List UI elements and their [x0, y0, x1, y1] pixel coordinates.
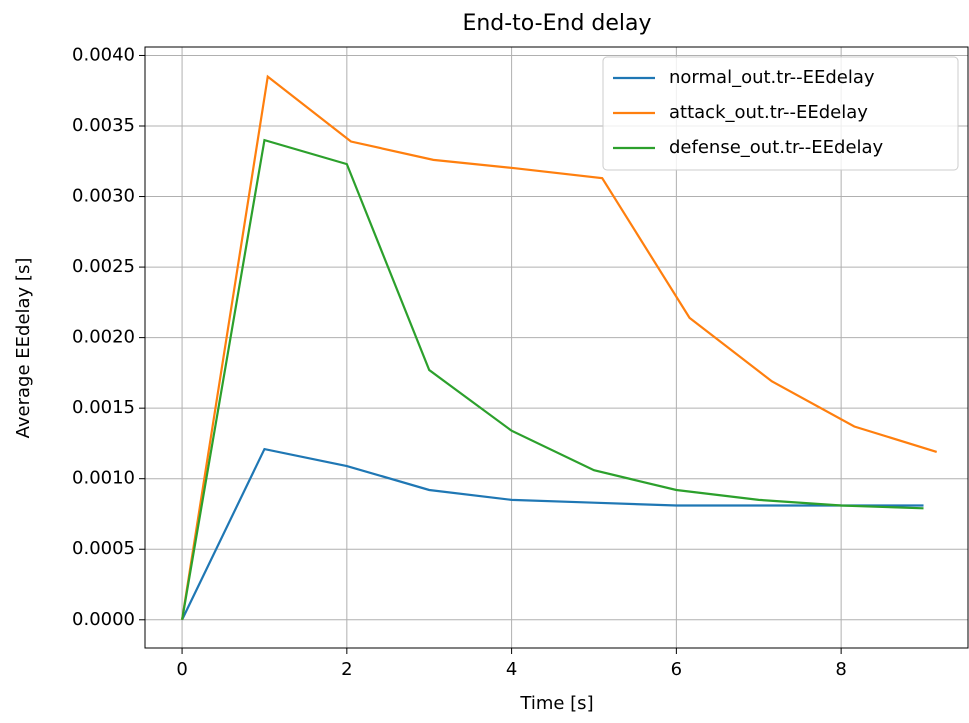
x-axis-label: Time [s]: [519, 693, 593, 714]
line-series: [181, 447, 924, 621]
y-tick-label: 0.0010: [72, 468, 135, 489]
line-series: [180, 138, 924, 620]
x-tick-label: 4: [506, 659, 517, 680]
y-tick-label: 0.0005: [72, 538, 135, 559]
x-tick-label: 2: [341, 659, 352, 680]
y-axis-label: Average EEdelay [s]: [13, 258, 34, 439]
legend-label: normal_out.tr--EEdelay: [669, 67, 875, 88]
legend-label: attack_out.tr--EEdelay: [669, 102, 868, 123]
x-tick-label: 8: [835, 659, 846, 680]
x-tick-label: 6: [671, 659, 682, 680]
y-tick-label: 0.0020: [72, 327, 135, 348]
y-tick-label: 0.0015: [72, 397, 135, 418]
y-tick-label: 0.0025: [72, 256, 135, 277]
plot-frame: [144, 46, 969, 649]
y-tick-label: 0.0000: [72, 609, 135, 630]
y-tick-label: 0.0040: [72, 44, 135, 65]
line-series: [180, 74, 938, 620]
legend-box: [602, 56, 959, 171]
y-tick-label: 0.0035: [72, 115, 135, 136]
chart-title: End-to-End delay: [462, 11, 651, 36]
y-tick-label: 0.0030: [72, 186, 135, 207]
x-tick-label: 0: [176, 659, 187, 680]
legend-label: defense_out.tr--EEdelay: [669, 137, 884, 158]
